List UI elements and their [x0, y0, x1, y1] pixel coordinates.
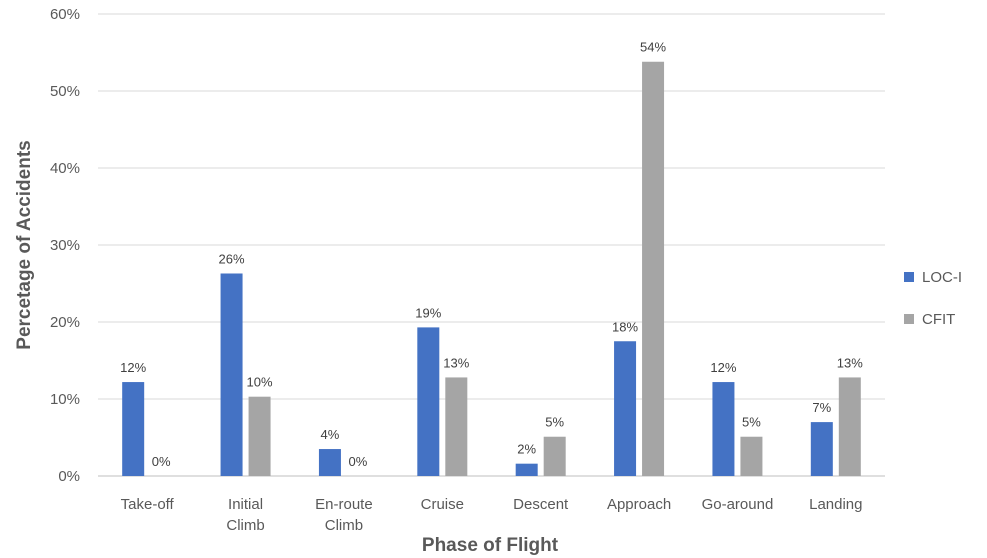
bar-cfit: [248, 396, 271, 476]
y-tick-label: 10%: [50, 391, 80, 408]
data-label: 7%: [812, 400, 831, 415]
bar-loc-i: [220, 273, 243, 476]
x-category-label: Landing: [809, 496, 862, 513]
data-label: 13%: [443, 355, 469, 370]
data-label: 26%: [219, 251, 245, 266]
x-category-label: En-route Climb: [315, 496, 373, 534]
legend-label: CFIT: [922, 311, 955, 328]
data-label: 5%: [742, 415, 761, 430]
bars: [122, 61, 861, 477]
y-tick-label: 60%: [50, 6, 80, 23]
x-category-label: Cruise: [421, 496, 464, 513]
bar-loc-i: [122, 382, 145, 476]
data-label: 13%: [837, 355, 863, 370]
data-label: 10%: [247, 375, 273, 390]
x-axis-title: Phase of Flight: [422, 535, 559, 556]
y-axis-title: Percetage of Accidents: [14, 140, 35, 349]
y-tick-label: 20%: [50, 314, 80, 331]
x-category-label: Take-off: [121, 496, 175, 513]
data-label: 12%: [120, 360, 146, 375]
legend: LOC-I CFIT: [904, 269, 962, 328]
x-axis-categories: Take-off Initial Climb En-route Climb Cruise D…: [121, 496, 863, 534]
data-label: 0%: [349, 454, 368, 469]
data-label: 19%: [415, 305, 441, 320]
data-label: 12%: [710, 360, 736, 375]
y-tick-label: 0%: [58, 468, 80, 485]
y-axis-ticks: 0% 10% 20% 30% 40% 50% 60%: [50, 6, 80, 485]
bar-loc-i: [318, 449, 341, 476]
x-category-label: Go-around: [702, 496, 774, 513]
y-tick-label: 40%: [50, 160, 80, 177]
legend-swatch: [904, 272, 914, 282]
gridlines: [98, 13, 885, 477]
data-label: 2%: [517, 442, 536, 457]
legend-label: LOC-I: [922, 269, 962, 286]
bar-loc-i: [614, 341, 637, 476]
data-label: 5%: [545, 415, 564, 430]
legend-swatch: [904, 314, 914, 324]
bar-loc-i: [417, 327, 440, 476]
bar-cfit: [838, 377, 861, 476]
y-tick-label: 50%: [50, 83, 80, 100]
bar-cfit: [445, 377, 468, 476]
x-category-label: Approach: [607, 496, 671, 513]
bar-loc-i: [712, 382, 735, 476]
data-label: 0%: [152, 454, 171, 469]
bar-cfit: [642, 61, 665, 477]
y-tick-label: 30%: [50, 237, 80, 254]
data-label: 4%: [321, 427, 340, 442]
data-label: 18%: [612, 319, 638, 334]
bar-loc-i: [515, 463, 538, 476]
bar-cfit: [543, 436, 566, 476]
bar-cfit: [740, 436, 763, 476]
bar-loc-i: [810, 422, 833, 476]
data-label: 54%: [640, 40, 666, 55]
data-labels: 12% 0% 26% 10% 4% 0% 19% 13% 2% 5% 18% 54% 12% 5% 7% 13…: [120, 40, 863, 469]
x-category-label: Initial Climb: [226, 496, 264, 534]
x-category-label: Descent: [513, 496, 569, 513]
